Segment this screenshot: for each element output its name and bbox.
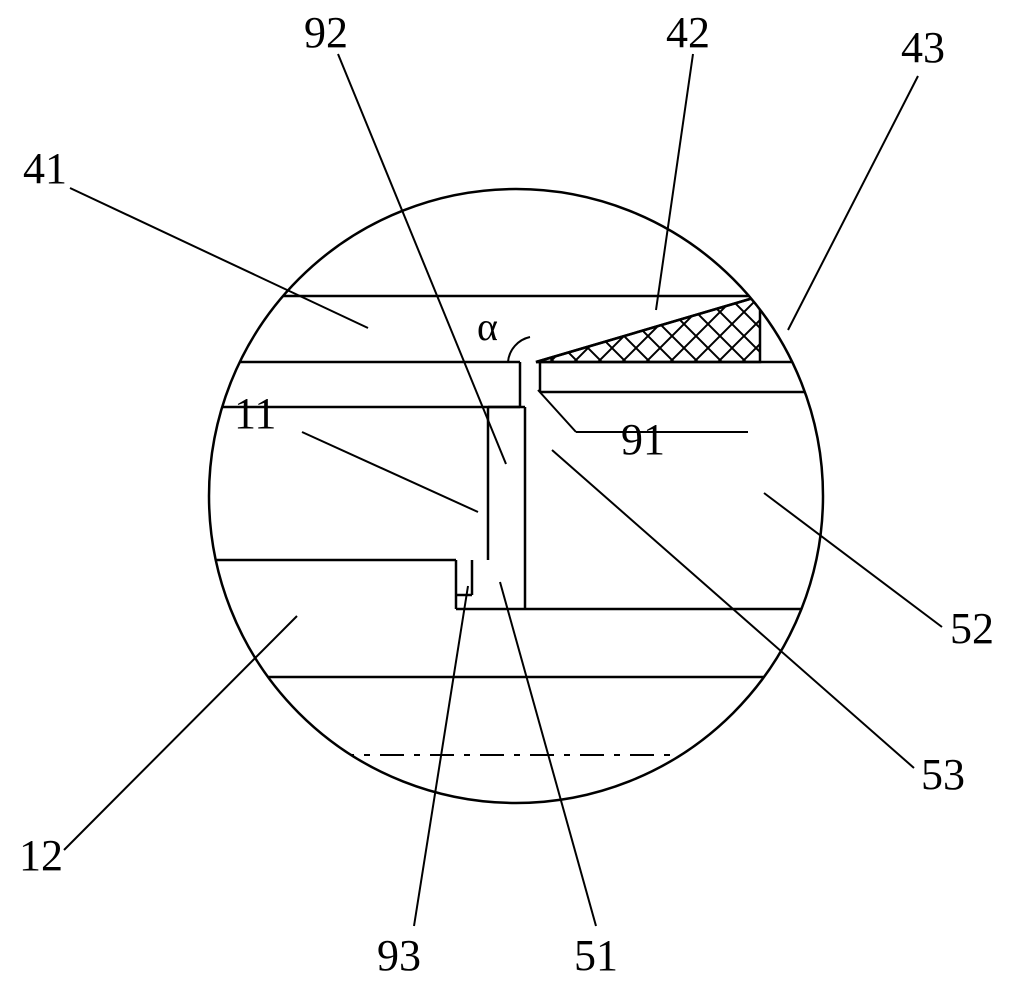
label-91: 91 xyxy=(621,414,665,465)
alpha-arc xyxy=(508,337,530,362)
label-41: 41 xyxy=(23,143,67,194)
label-11: 11 xyxy=(234,388,276,439)
section-content xyxy=(180,296,850,755)
label-93: 93 xyxy=(377,930,421,981)
leader-91d xyxy=(538,390,576,432)
label-51: 51 xyxy=(574,930,618,981)
detail-circle xyxy=(209,189,823,803)
label-12: 12 xyxy=(19,830,63,881)
label-92: 92 xyxy=(304,7,348,58)
leader-42 xyxy=(656,54,693,310)
diagram-svg xyxy=(0,0,1035,995)
leader-93 xyxy=(414,586,468,926)
label-43: 43 xyxy=(901,22,945,73)
label-52: 52 xyxy=(950,603,994,654)
leader-lines xyxy=(64,54,942,926)
leader-12 xyxy=(64,616,297,850)
leader-43 xyxy=(788,76,918,330)
label-53: 53 xyxy=(921,749,965,800)
label-alpha: α xyxy=(477,303,498,350)
leader-92 xyxy=(338,54,506,464)
leader-52 xyxy=(764,493,942,627)
label-42: 42 xyxy=(666,7,710,58)
leader-11 xyxy=(302,432,478,512)
diagram-root: 92 42 43 41 11 52 53 12 93 51 α 91 xyxy=(0,0,1035,995)
